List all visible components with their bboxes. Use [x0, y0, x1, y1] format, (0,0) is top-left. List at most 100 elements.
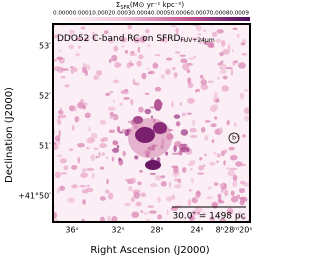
emission-speck: [179, 38, 188, 42]
emission-speck: [187, 82, 194, 89]
emission-speck: [128, 120, 131, 124]
panel-label: DDO52 C-band RC on SFRDFUV+24μm: [57, 34, 215, 44]
emission-speck: [239, 196, 248, 203]
emission-speck: [59, 107, 62, 112]
emission-speck: [80, 98, 84, 102]
emission-speck: [133, 192, 140, 199]
emission-speck: [213, 182, 219, 186]
emission-speck: [130, 98, 134, 106]
emission-speck: [108, 129, 116, 133]
emission-speck: [208, 186, 212, 190]
emission-speck: [109, 116, 116, 120]
emission-speck: [224, 189, 229, 197]
emission-speck: [115, 61, 119, 67]
emission-speck: [178, 150, 183, 156]
colorbar: [53, 17, 250, 21]
emission-speck: [99, 119, 107, 125]
emission-speck: [189, 215, 196, 221]
y-tick-label: 53′: [39, 42, 51, 51]
emission-speck: [141, 72, 147, 80]
x-tick-label: 28ˢ: [150, 226, 163, 235]
emission-speck: [86, 167, 95, 172]
emission-speck: [217, 76, 220, 80]
emission-speck: [132, 37, 137, 42]
emission-speck: [109, 111, 115, 117]
emission-speck: [198, 165, 205, 171]
emission-speck: [99, 143, 107, 148]
emission-speck: [154, 86, 162, 92]
emission-speck: [174, 184, 182, 189]
emission-speck: [239, 92, 245, 100]
emission-speck: [190, 168, 193, 171]
emission-speck: [119, 36, 128, 43]
emission-speck: [74, 104, 77, 112]
emission-speck: [138, 54, 144, 60]
emission-speck: [135, 201, 142, 207]
emission-speck: [118, 157, 121, 161]
emission-speck: [111, 215, 118, 222]
emission-speck: [214, 116, 218, 120]
emission-speck: [81, 168, 87, 173]
emission-speck: [53, 211, 58, 219]
emission-speck: [160, 74, 165, 80]
emission-speck: [157, 196, 161, 203]
emission-speck: [220, 60, 224, 63]
emission-speck: [79, 184, 87, 188]
emission-speck: [128, 185, 133, 192]
emission-speck: [218, 127, 223, 134]
emission-speck: [171, 152, 180, 156]
emission-speck: [192, 55, 197, 59]
emission-speck: [182, 166, 187, 173]
emission-speck: [53, 66, 61, 72]
emission-speck: [166, 57, 173, 61]
emission-speck: [233, 122, 237, 128]
emission-speck: [165, 196, 173, 202]
emission-speck: [147, 205, 155, 208]
emission-speck: [231, 48, 234, 53]
emission-speck: [187, 97, 195, 104]
emission-speck: [116, 126, 121, 133]
emission-speck: [232, 61, 236, 66]
beam: [228, 132, 240, 144]
emission-speck: [137, 181, 142, 186]
emission-speck: [93, 36, 97, 42]
emission-speck: [82, 62, 87, 68]
emission-speck: [107, 106, 116, 112]
emission-speck: [61, 68, 69, 71]
emission-speck: [230, 167, 238, 171]
emission-speck: [154, 54, 161, 57]
emission-speck: [83, 37, 90, 42]
emission-speck: [171, 101, 174, 108]
emission-speck: [192, 119, 196, 126]
emission-speck: [124, 202, 131, 207]
emission-speck: [140, 35, 146, 43]
emission-speck: [129, 52, 138, 56]
emission-speck: [58, 49, 62, 53]
emission-speck: [106, 156, 109, 160]
emission-speck: [209, 216, 215, 222]
emission-speck: [207, 80, 214, 83]
emission-speck: [99, 196, 106, 201]
emission-speck: [219, 63, 227, 71]
emission-speck: [124, 89, 129, 92]
emission-speck: [116, 144, 120, 149]
emission-speck: [148, 70, 155, 75]
emission-speck: [225, 167, 231, 170]
emission-speck: [84, 112, 91, 119]
emission-speck: [134, 155, 139, 160]
emission-speck: [59, 185, 66, 191]
emission-speck: [60, 158, 67, 164]
emission-speck: [56, 187, 61, 194]
emission-speck: [219, 70, 227, 74]
emission-speck: [228, 44, 231, 51]
emission-speck: [232, 174, 238, 182]
emission-speck: [217, 193, 222, 199]
emission-speck: [69, 105, 76, 112]
emission-speck: [58, 114, 67, 119]
emission-speck: [144, 92, 150, 95]
emission-speck: [157, 214, 162, 220]
emission-speck: [144, 108, 152, 115]
emission-speck: [173, 114, 181, 119]
emission-speck: [64, 84, 70, 88]
emission-speck: [57, 37, 60, 43]
